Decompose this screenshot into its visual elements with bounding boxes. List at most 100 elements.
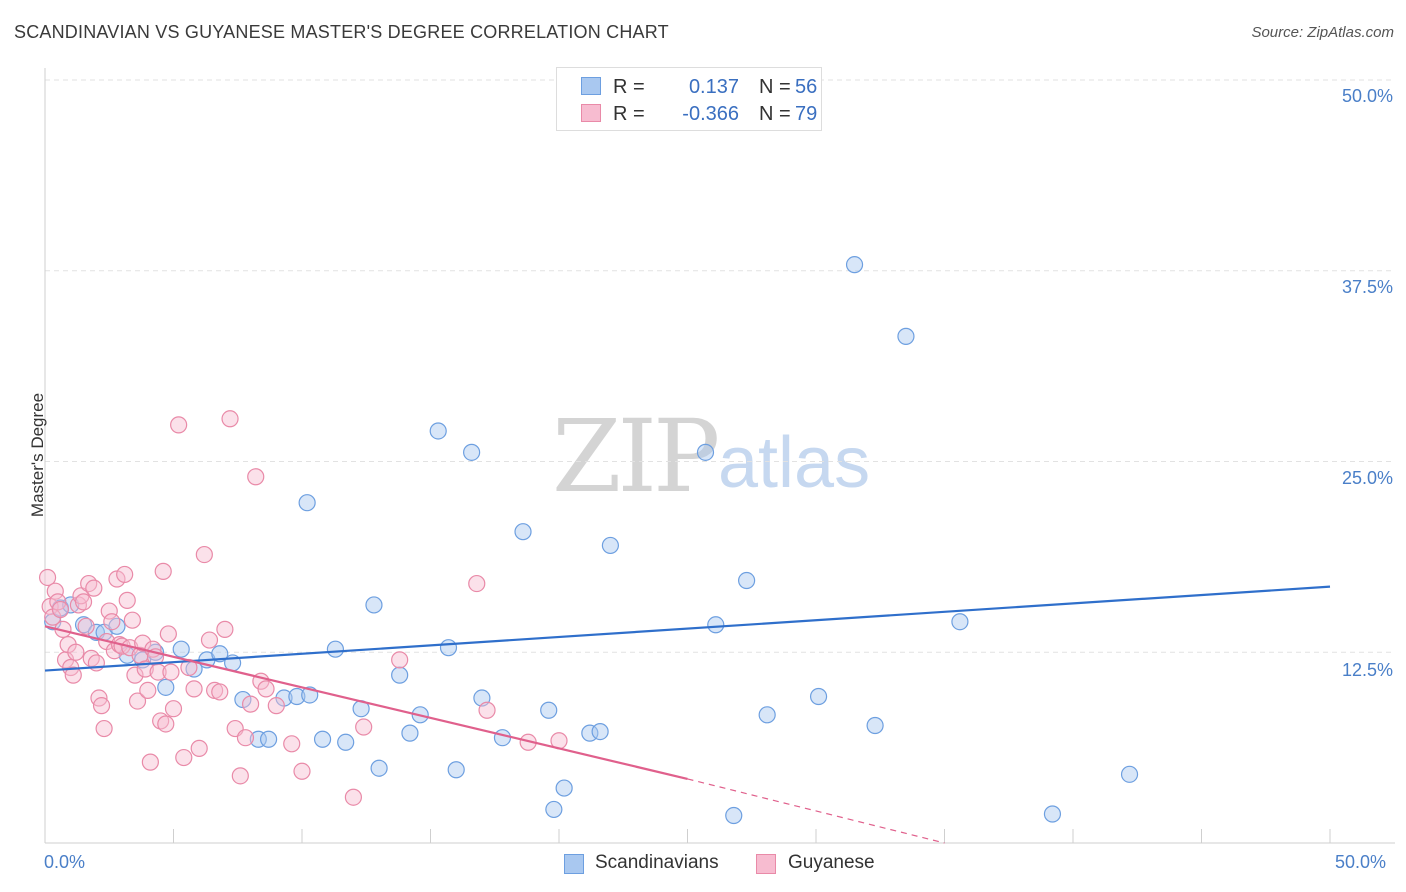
data-point (123, 611, 141, 629)
data-point (141, 753, 159, 771)
data-point (118, 591, 136, 609)
data-point (545, 800, 563, 819)
y-tick-label: 25.0% (1341, 468, 1393, 488)
data-point (866, 716, 884, 735)
data-point (401, 724, 419, 742)
data-point (185, 680, 203, 698)
data-point (468, 574, 486, 593)
trend-line-extrapolated (687, 778, 945, 844)
data-point (283, 735, 301, 753)
data-point (67, 643, 85, 661)
watermark-zip: ZIP (552, 398, 720, 515)
legend-n-value: 56 (795, 76, 818, 98)
data-point (326, 640, 345, 658)
data-point (601, 536, 620, 555)
data-point (236, 729, 255, 747)
data-point (391, 651, 409, 669)
data-point (725, 806, 743, 825)
x-tick-label-min: 0.0% (44, 852, 86, 872)
data-point (591, 723, 609, 741)
data-point (195, 545, 213, 564)
data-point (247, 468, 265, 486)
data-point (514, 523, 532, 541)
data-point (696, 443, 715, 461)
data-point (211, 645, 229, 663)
data-point (92, 697, 111, 715)
trend-line (44, 625, 688, 780)
data-point (555, 779, 573, 797)
legend-swatch (756, 854, 776, 874)
data-point (447, 761, 465, 779)
data-point (809, 687, 828, 706)
data-point (370, 759, 388, 777)
data-point (128, 692, 147, 710)
data-point (157, 678, 175, 696)
data-point (439, 639, 458, 657)
data-point (288, 687, 306, 706)
legend-swatch (581, 77, 601, 95)
data-point (211, 683, 229, 701)
data-point (159, 625, 177, 643)
data-point (103, 613, 121, 631)
data-point (1043, 805, 1062, 823)
legend-r-value: -0.366 (682, 103, 739, 125)
chart-title: SCANDINAVIAN VS GUYANESE MASTER'S DEGREE… (14, 22, 669, 42)
legend-r-label: R = (613, 76, 645, 98)
data-point (157, 715, 175, 733)
legend-label: Guyanese (788, 852, 875, 873)
watermark-atlas: atlas (718, 423, 871, 503)
data-point (365, 596, 383, 614)
data-point (267, 697, 285, 715)
data-point (134, 634, 152, 652)
legend-n-value: 79 (795, 103, 818, 125)
data-point (493, 729, 512, 747)
data-point (257, 680, 275, 698)
x-tick-label-max: 50.0% (1335, 852, 1387, 872)
data-point (154, 562, 172, 580)
data-point (897, 327, 915, 345)
data-point (46, 582, 64, 600)
data-point (540, 701, 558, 719)
correlation-legend: R = 0.137 N = 56 R = -0.366 N = 79 (556, 67, 822, 131)
data-point (429, 422, 447, 440)
legend-n-label: N = (759, 76, 791, 98)
legend-r-label: R = (613, 103, 645, 125)
data-point (108, 617, 126, 635)
data-point (170, 416, 188, 434)
data-point (51, 600, 70, 619)
data-point (100, 602, 118, 620)
data-point (391, 666, 409, 684)
data-point (845, 256, 864, 274)
data-point (951, 613, 969, 631)
data-point (738, 571, 756, 590)
data-point (172, 640, 190, 658)
data-point (85, 579, 103, 597)
data-point (77, 617, 95, 635)
data-point (82, 649, 100, 667)
data-point (344, 788, 362, 806)
data-point (80, 574, 98, 593)
data-point (175, 748, 193, 767)
data-point (758, 706, 776, 724)
data-point (707, 616, 725, 634)
data-point (355, 718, 373, 736)
data-point (259, 730, 278, 748)
data-point (164, 700, 183, 718)
data-point (64, 666, 82, 684)
data-point (221, 410, 239, 428)
y-tick-label: 50.0% (1341, 86, 1393, 106)
data-point (95, 719, 113, 738)
data-point (463, 443, 481, 461)
source-label: Source: ZipAtlas.com (1251, 24, 1394, 41)
legend-r-value: 0.137 (688, 76, 739, 98)
data-point (126, 666, 144, 684)
data-point (116, 565, 134, 584)
data-point (200, 631, 219, 649)
y-tick-label: 12.5% (1341, 660, 1393, 680)
data-point (139, 681, 157, 700)
y-tick-label: 37.5% (1341, 277, 1393, 297)
data-point (38, 568, 57, 587)
data-point (478, 701, 496, 719)
data-point (242, 695, 260, 713)
